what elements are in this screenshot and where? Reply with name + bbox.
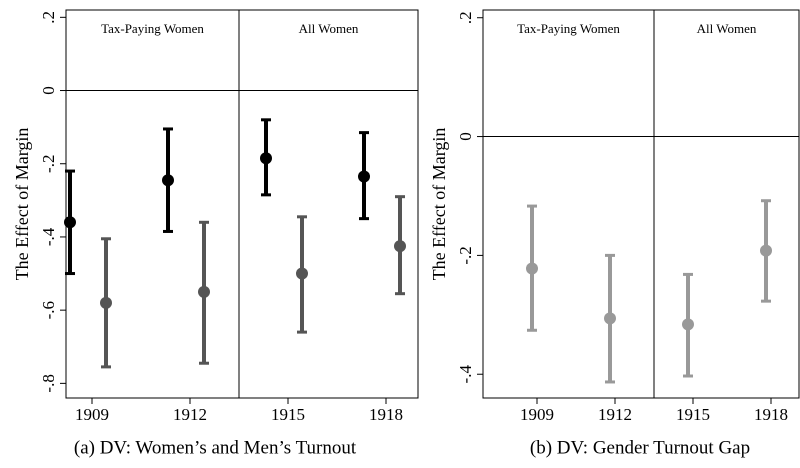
x-tick-label: 1918 xyxy=(754,405,788,424)
x-tick-label: 1912 xyxy=(173,405,207,424)
point xyxy=(162,174,174,187)
y-tick-label: .2 xyxy=(456,11,475,24)
x-tick-label: 1918 xyxy=(369,405,403,424)
y-tick-label: -.4 xyxy=(456,365,475,384)
panel-label: All Women xyxy=(299,21,359,36)
panel-label: All Women xyxy=(697,21,757,36)
panel-label: Tax-Paying Women xyxy=(517,21,620,36)
point xyxy=(394,240,406,253)
point xyxy=(64,216,76,229)
y-tick-label: -.2 xyxy=(39,155,58,173)
y-tick-label: .2 xyxy=(39,11,58,24)
point xyxy=(260,152,272,165)
x-tick-label: 1915 xyxy=(271,405,305,424)
y-axis-label: The Effect of Margin xyxy=(12,128,32,281)
y-tick-label: -.2 xyxy=(456,246,475,264)
point xyxy=(100,296,112,309)
y-tick-label: -.6 xyxy=(39,301,58,319)
panel-label: Tax-Paying Women xyxy=(101,21,204,36)
y-tick-label: -.4 xyxy=(39,227,58,246)
y-tick-label: 0 xyxy=(39,86,58,95)
y-axis-label: The Effect of Margin xyxy=(429,128,449,281)
x-tick-label: 1909 xyxy=(520,405,554,424)
plot-frame xyxy=(482,9,800,399)
point xyxy=(760,244,772,257)
y-tick-label: 0 xyxy=(456,132,475,141)
point xyxy=(526,262,538,275)
point xyxy=(198,285,210,298)
point xyxy=(682,318,694,331)
x-tick-label: 1915 xyxy=(676,405,710,424)
caption: (b) DV: Gender Turnout Gap xyxy=(530,437,750,458)
y-tick-label: -.8 xyxy=(39,374,58,392)
point xyxy=(604,312,616,325)
point xyxy=(296,267,308,280)
plot-frame xyxy=(65,9,419,399)
x-tick-label: 1909 xyxy=(75,405,109,424)
point xyxy=(358,170,370,183)
caption: (a) DV: Women’s and Men’s Turnout xyxy=(74,437,357,458)
x-tick-label: 1912 xyxy=(598,405,632,424)
